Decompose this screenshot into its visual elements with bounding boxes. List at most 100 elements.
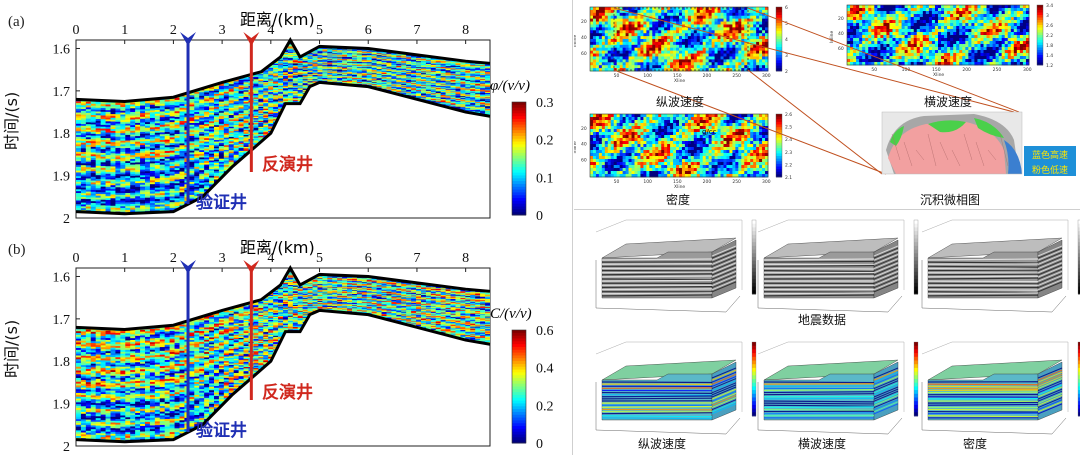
density-map-frame xyxy=(589,113,769,178)
colorbar-tick: 6 xyxy=(785,5,788,11)
seismic-cube-1 xyxy=(595,219,757,313)
map-x-tick: 150 xyxy=(673,179,682,185)
cube-box xyxy=(921,219,1069,290)
y-tick-label: 1.6 xyxy=(53,270,71,285)
right-bottom-cubes xyxy=(595,219,1080,435)
y-tick-label: 1.9 xyxy=(53,398,71,413)
vs-map-frame xyxy=(846,4,1030,66)
cube-colorbar xyxy=(913,341,919,417)
colorbar-tick: 2.6 xyxy=(1046,23,1053,29)
colorbar-tick-label: 0.2 xyxy=(536,399,554,414)
vp-map-selection xyxy=(613,7,749,71)
vertical-divider xyxy=(572,0,573,455)
x-tick-label: 0 xyxy=(73,251,80,266)
cube-axes xyxy=(757,260,903,313)
map-y-tick: 20 xyxy=(581,126,587,132)
density-map xyxy=(590,114,769,178)
validate-well-label: 验证井 xyxy=(196,193,247,213)
vp-map-colorbar xyxy=(775,6,783,72)
section-body xyxy=(76,268,490,442)
colorbar-tick: 5 xyxy=(785,21,788,27)
cube-axes xyxy=(921,382,1067,435)
seismic-cube-2 xyxy=(757,219,919,313)
map-y-label: Inline xyxy=(574,34,578,47)
facies-frame xyxy=(881,111,1023,175)
cube-colorbar xyxy=(751,341,757,417)
y-tick-label: 1.6 xyxy=(53,42,71,57)
map-y-tick: 60 xyxy=(838,46,844,52)
top-horizon xyxy=(75,36,491,103)
y-tick-label: 2 xyxy=(63,212,70,227)
x-tick-label: 1 xyxy=(121,23,128,38)
facies-green-zone xyxy=(928,120,966,133)
map-y-tick: 60 xyxy=(581,51,587,57)
map-y-tick: 20 xyxy=(581,19,587,25)
map-x-tick: 100 xyxy=(902,67,911,73)
x-tick-label: 4 xyxy=(267,23,274,38)
cube-axes xyxy=(921,260,1067,313)
map-x-tick: 300 xyxy=(1023,67,1032,73)
cube-vp-caption: 纵波速度 xyxy=(637,437,686,451)
map-x-tick: 200 xyxy=(703,179,712,185)
inverse-well-label: 反演井 xyxy=(262,155,313,175)
facies-map-caption: 沉积微相图 xyxy=(919,193,980,207)
map-y-tick: 40 xyxy=(581,35,587,41)
y-tick-label: 1.8 xyxy=(53,127,71,142)
colorbar-tick: 3 xyxy=(785,53,788,59)
vp-cube xyxy=(595,341,757,435)
seismic-caption: 地震数据 xyxy=(797,313,846,327)
map-y-label: Inline xyxy=(829,30,835,43)
map-x-tick: 150 xyxy=(673,73,682,79)
cube-box xyxy=(757,219,905,290)
vs-map xyxy=(847,5,1030,66)
vs-cube xyxy=(757,341,919,435)
map-y-tick: 40 xyxy=(838,31,844,37)
map-x-tick: 200 xyxy=(962,67,971,73)
panel-b: (b) 距离/(km) 时间/(s) C/(v/v) 0 1 2 3 4 5 6 7 8 1.6 1… xyxy=(0,228,570,455)
x-tick-label: 6 xyxy=(365,23,372,38)
density-map-colorbar xyxy=(775,113,783,178)
validate-well-marker xyxy=(180,260,197,274)
facies-map xyxy=(881,111,1023,175)
x-tick-label: 0 xyxy=(73,23,80,38)
connector-line xyxy=(613,69,887,175)
cube-box xyxy=(757,341,905,412)
colorbar-tick-label: 0 xyxy=(536,209,543,224)
colorbar-tick: 2.2 xyxy=(785,162,792,168)
map-x-tick: 200 xyxy=(703,73,712,79)
map-x-label: Xline xyxy=(674,78,685,84)
cube-colorbar xyxy=(1077,219,1080,295)
vs-map-caption: 横波速度 xyxy=(923,95,972,109)
map-y-tick: 60 xyxy=(581,157,587,163)
cube-box xyxy=(921,341,1069,412)
connector-line xyxy=(747,69,883,175)
map-x-tick: 250 xyxy=(732,73,741,79)
x-tick-label: 1 xyxy=(121,251,128,266)
connector-line xyxy=(613,7,1015,113)
colorbar-tick: 1.4 xyxy=(1046,53,1053,59)
top-horizon xyxy=(75,264,491,331)
inverse-well-marker xyxy=(243,260,260,274)
map-x-label: Xline xyxy=(674,184,685,190)
x-tick-label: 2 xyxy=(170,23,177,38)
x-tick-label: 3 xyxy=(219,23,226,38)
y-tick-label: 1.7 xyxy=(53,85,71,100)
x-tick-label: 5 xyxy=(316,251,323,266)
y-tick-label: 1.8 xyxy=(53,355,71,370)
colorbar-tick-label: 0 xyxy=(536,437,543,452)
validate-well-label: 验证井 xyxy=(196,421,247,441)
panel-b-plot: 0 1 2 3 4 5 6 7 8 1.6 1.7 1.8 1.9 2 0.6 0.4 0.2 0 xyxy=(53,251,554,455)
cube-box xyxy=(595,341,743,412)
panel-a-x-title: 距离/(km) xyxy=(240,10,315,29)
validate-well-marker xyxy=(180,32,197,46)
facies-green-zone xyxy=(890,126,904,146)
colorbar-tick: 1.8 xyxy=(1046,43,1053,49)
x-tick-label: 8 xyxy=(462,23,469,38)
y-tick-label: 1.7 xyxy=(53,313,71,328)
colorbar-tick: 1.2 xyxy=(1046,63,1053,69)
map-x-tick: 150 xyxy=(932,67,941,73)
colorbar-tick: 2 xyxy=(785,69,788,75)
panel-a-cbar-title: φ/(v/v) xyxy=(490,78,530,94)
colorbar-tick-label: 0.2 xyxy=(536,134,554,149)
x-tick-label: 7 xyxy=(413,23,420,38)
